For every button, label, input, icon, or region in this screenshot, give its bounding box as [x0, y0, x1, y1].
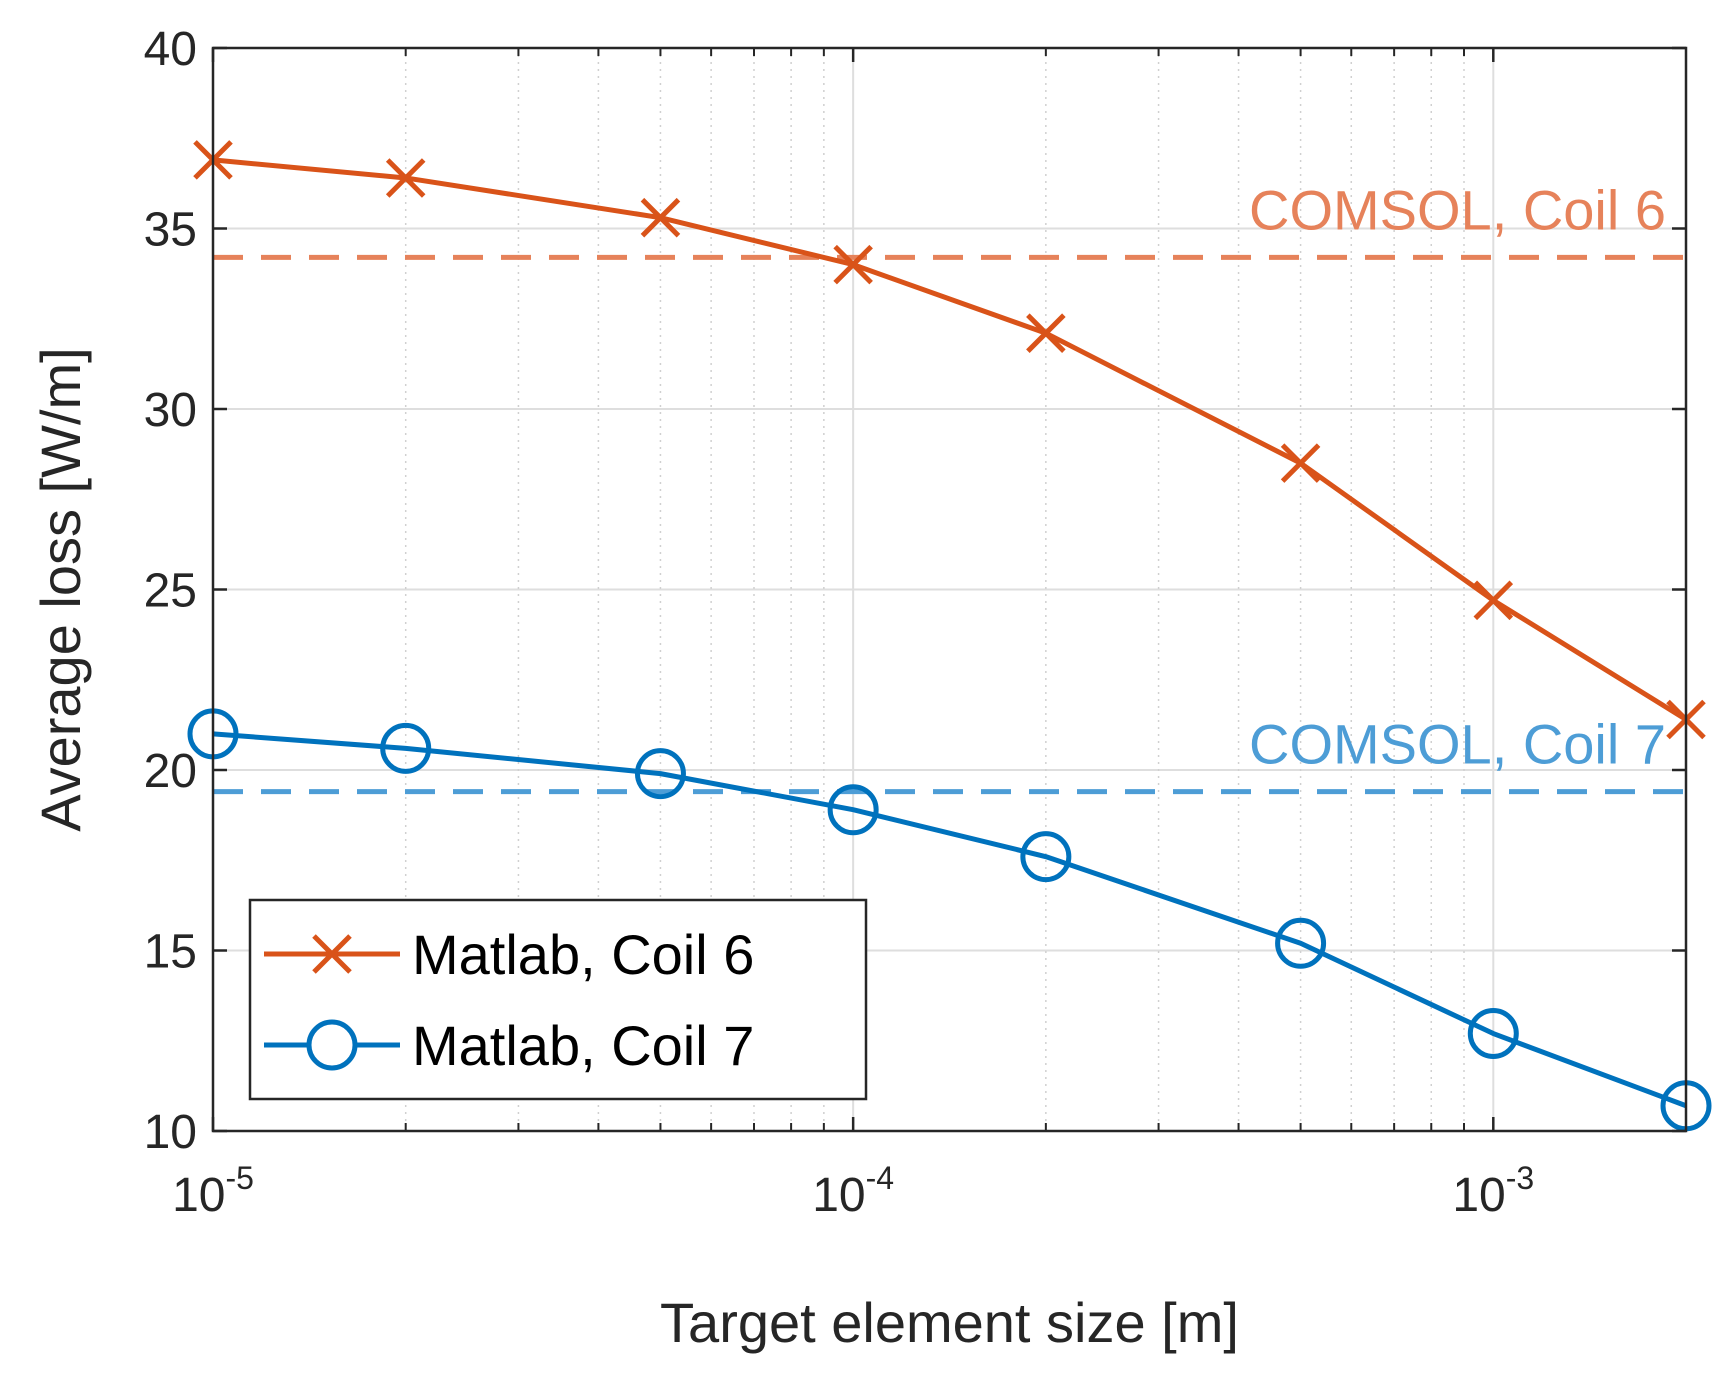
data-point: [827, 784, 879, 836]
axis-ticks: [211, 46, 1687, 1133]
y-tick-label: 25: [144, 565, 197, 618]
y-tick-label: 40: [144, 23, 197, 76]
y-tick-label: 15: [144, 926, 197, 979]
legend: Matlab, Coil 6 Matlab, Coil 7: [248, 898, 868, 1101]
data-point: [1467, 1008, 1519, 1060]
y-tick-label: 10: [144, 1106, 197, 1159]
data-point: [634, 748, 686, 800]
legend-label: Matlab, Coil 7: [412, 1014, 754, 1077]
reference-lines: COMSOL, Coil 6 COMSOL, Coil 7: [213, 178, 1686, 795]
y-tick-label: 20: [144, 745, 197, 798]
data-point: [1473, 580, 1514, 621]
y-tick-label: 35: [144, 204, 197, 257]
data-point: [1026, 313, 1066, 353]
data-point: [640, 197, 681, 238]
data-point: [380, 722, 432, 774]
reference-line-label: COMSOL, Coil 6: [1249, 178, 1666, 241]
legend-box: [248, 898, 868, 1101]
x-tick-label: 10-5: [172, 1160, 254, 1222]
data-point: [1275, 917, 1327, 969]
x-axis-title: Target element size [m]: [660, 1291, 1239, 1354]
series-line: [212, 731, 1687, 1109]
x-tick-label: 10-4: [812, 1160, 894, 1222]
legend-label: Matlab, Coil 6: [412, 923, 754, 986]
y-axis-title: Average loss [W/m]: [29, 347, 92, 831]
data-point: [833, 244, 873, 285]
series-line: [212, 157, 1688, 722]
data-point: [1020, 831, 1072, 883]
data-point: [1280, 443, 1321, 483]
data-point: [385, 158, 426, 198]
legend-marker: [312, 934, 352, 974]
legend-marker: [306, 1019, 358, 1071]
reference-line-label: COMSOL, Coil 7: [1249, 713, 1666, 776]
series: [187, 140, 1712, 1132]
x-tick-label: 10-3: [1452, 1160, 1534, 1222]
tick-labels: 10 15 20 25 30 35 40 10-5 10-4 10-3: [144, 23, 1535, 1222]
y-tick-label: 30: [144, 384, 197, 437]
